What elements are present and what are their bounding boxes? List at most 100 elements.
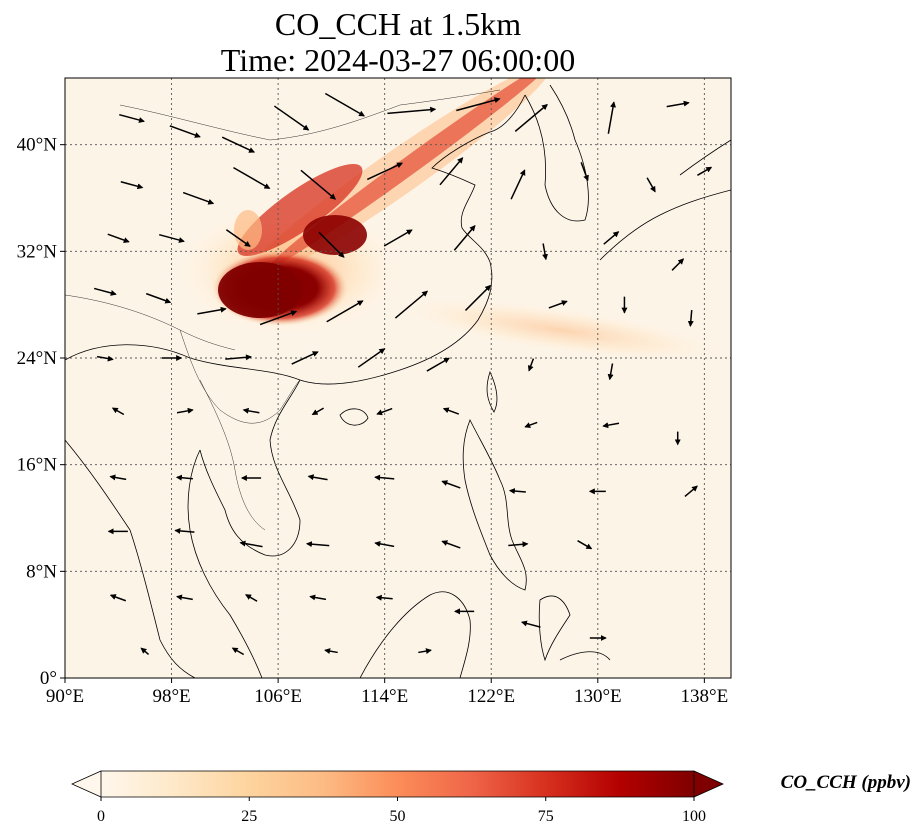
concentration-field [170,78,731,365]
wind-arrow [119,113,145,123]
colorbar-label: CO_CCH (ppbv) [781,772,911,793]
wind-arrow [225,229,251,247]
map-area [65,78,731,678]
wind-arrow [273,105,310,131]
wind-arrow [376,407,393,416]
colorbar-tick-label: 100 [682,808,706,825]
wind-arrow [174,527,195,534]
wind-arrow [307,474,328,481]
colorbar-ticks: 0 25 50 75 100 [97,797,706,825]
wind-arrow [305,541,330,548]
border-laos-thailand [199,379,266,531]
wind-arrow [671,258,685,271]
wind-arrow [357,348,386,368]
wind-arrow [197,306,227,315]
wind-arrow [300,169,337,200]
wind-arrow [374,540,395,548]
latitude-axis: 0° 8°N 16°N 24°N 32°N 40°N [17,135,65,689]
wind-arrow [456,97,501,112]
wind-arrow [231,647,245,656]
wind-arrow [291,351,319,365]
wind-arrow [607,101,616,134]
wind-arrow [107,233,130,243]
wind-arrow [508,541,529,548]
wind-arrow [111,407,125,416]
colorbar-extend-high [693,770,724,798]
longitude-axis: 90°E 98°E 106°E 114°E 122°E 130°E 138°E [46,678,728,707]
colorbar-extend-low [71,770,102,798]
wind-arrow [221,136,256,153]
wind-arrow [510,169,526,200]
lat-tick-label: 16°N [17,455,58,476]
wind-arrow [366,162,403,181]
wind-arrow [520,620,541,628]
wind-arrow [387,106,437,115]
map-title: CO_CCH at 1.5km [65,6,731,42]
wind-arrow [259,310,298,326]
wind-arrow [176,407,194,414]
lon-tick-label: 122°E [467,686,515,707]
wind-arrow [607,363,614,381]
country-borders [65,89,501,531]
wind-arrow [239,540,263,548]
wind-arrow [442,407,460,415]
map-frame [64,77,732,679]
wind-arrow [375,594,393,601]
wind-arrow [176,594,193,601]
lat-tick-label: 32°N [17,241,58,262]
wind-arrow [514,103,548,132]
borneo-coastline [359,591,471,678]
hainan-coastline [339,408,369,426]
lat-tick-label: 40°N [17,135,58,156]
japan-north-coastline [679,139,731,176]
taiwan-coastline [486,370,498,413]
map-title-line1: CO_CCH at 1.5km [274,6,522,42]
lon-tick-label: 98°E [152,686,190,707]
indochina-coastline [199,379,301,557]
sichuan-core-center [218,262,302,318]
wind-arrow [453,224,476,251]
wind-arrow [697,166,713,176]
wind-arrow [687,309,694,327]
wind-arrow [508,488,526,495]
wind-arrow [374,474,395,481]
wind-arrow [542,243,548,261]
lon-tick-label: 90°E [46,686,84,707]
wind-arrow [159,233,185,243]
wind-arrow [383,229,413,247]
wind-arrow [311,407,324,416]
border-china-south [179,329,301,424]
map-time-subtitle: Time: 2024-03-27 06:00:00 [65,42,731,78]
wind-arrow [666,100,690,108]
lon-tick-label: 114°E [361,686,408,707]
wind-arrow [169,125,201,138]
secondary-core [303,215,367,255]
lon-tick-label: 138°E [681,686,729,707]
wind-arrow [418,648,432,655]
lon-tick-label: 130°E [574,686,622,707]
wind-arrow [684,485,698,498]
wind-arrow [441,540,461,549]
wind-arrow [140,647,150,655]
border-tibet [65,294,236,351]
wind-arrow [182,191,215,205]
wind-arrow [324,92,365,117]
wind-arrow [93,287,117,296]
wind-arrow [242,407,260,414]
korea-coastline [524,84,589,222]
lat-tick-label: 0° [40,668,57,689]
colorbar-gradient [101,771,694,797]
wind-arrow [109,474,127,481]
colorbar-tick-label: 0 [97,808,105,825]
lat-tick-label: 8°N [26,561,57,582]
wind-arrow [225,354,252,361]
wind-arrow [548,300,568,309]
wind-arrow [245,594,258,602]
wind-arrow [145,292,172,304]
wind-arrow [603,231,620,245]
wind-arrow [524,421,538,428]
ridge-plume [237,163,363,257]
wind-arrow [309,594,327,601]
border-mongolia [119,89,501,141]
